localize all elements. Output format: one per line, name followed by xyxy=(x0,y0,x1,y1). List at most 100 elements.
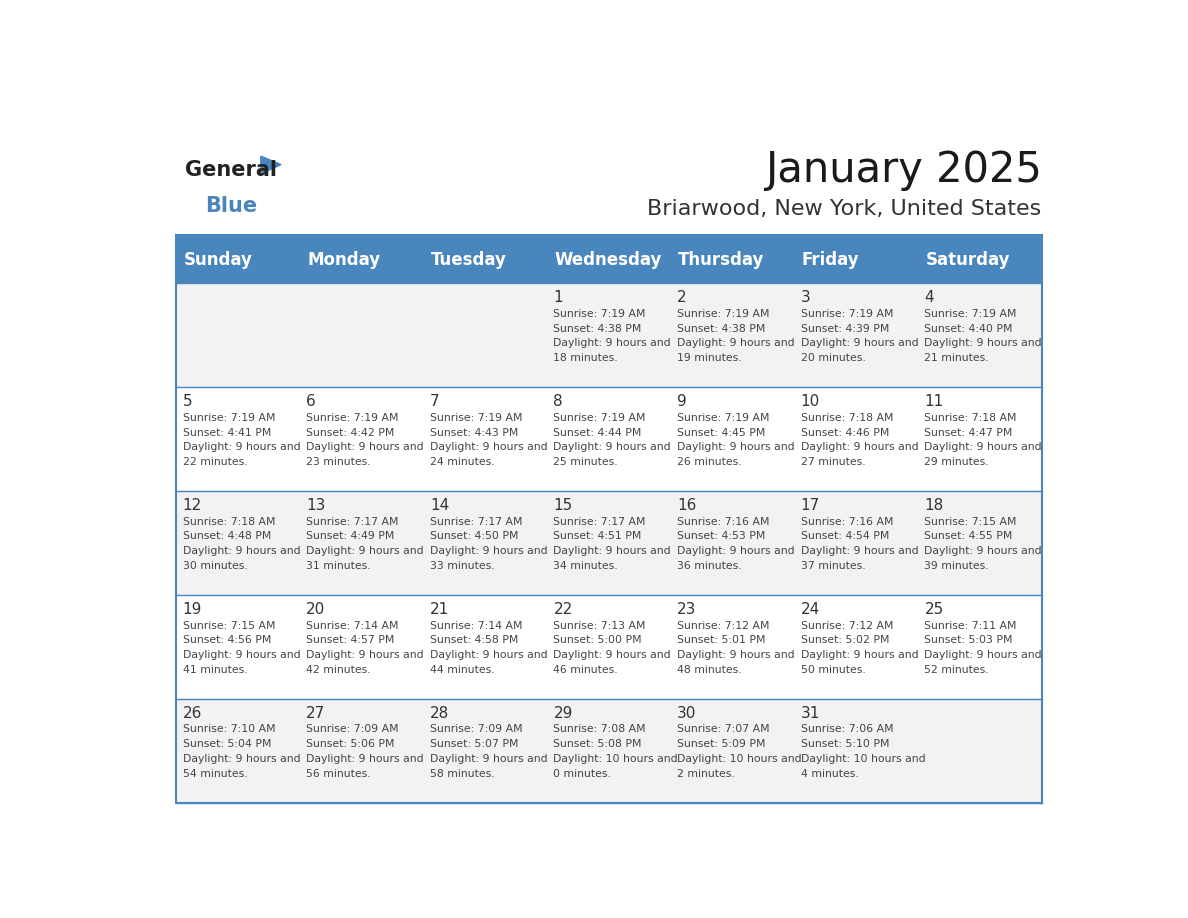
Text: Sunrise: 7:17 AM: Sunrise: 7:17 AM xyxy=(554,517,646,527)
Text: Daylight: 9 hours and: Daylight: 9 hours and xyxy=(430,546,548,556)
Text: Briarwood, New York, United States: Briarwood, New York, United States xyxy=(647,198,1042,218)
Text: 22 minutes.: 22 minutes. xyxy=(183,457,247,467)
Text: Sunday: Sunday xyxy=(183,252,252,269)
Text: Sunset: 5:06 PM: Sunset: 5:06 PM xyxy=(307,739,394,749)
Text: Sunset: 4:39 PM: Sunset: 4:39 PM xyxy=(801,324,889,333)
Text: Daylight: 9 hours and: Daylight: 9 hours and xyxy=(801,546,918,556)
Text: Sunrise: 7:17 AM: Sunrise: 7:17 AM xyxy=(430,517,523,527)
Text: 44 minutes.: 44 minutes. xyxy=(430,665,494,675)
Text: 56 minutes.: 56 minutes. xyxy=(307,769,371,779)
Text: 58 minutes.: 58 minutes. xyxy=(430,769,494,779)
Text: Sunset: 4:54 PM: Sunset: 4:54 PM xyxy=(801,532,889,542)
Bar xyxy=(546,238,671,284)
Text: Daylight: 10 hours and: Daylight: 10 hours and xyxy=(677,754,802,764)
Text: 16: 16 xyxy=(677,498,696,513)
Text: Sunset: 4:48 PM: Sunset: 4:48 PM xyxy=(183,532,271,542)
Text: Saturday: Saturday xyxy=(925,252,1010,269)
Text: Daylight: 9 hours and: Daylight: 9 hours and xyxy=(554,546,671,556)
Text: Daylight: 9 hours and: Daylight: 9 hours and xyxy=(307,546,424,556)
Text: 5: 5 xyxy=(183,395,192,409)
Text: Monday: Monday xyxy=(308,252,380,269)
Text: Sunrise: 7:18 AM: Sunrise: 7:18 AM xyxy=(183,517,276,527)
Text: 33 minutes.: 33 minutes. xyxy=(430,561,494,571)
Text: Daylight: 9 hours and: Daylight: 9 hours and xyxy=(554,650,671,660)
Text: 14: 14 xyxy=(430,498,449,513)
Text: Sunrise: 7:15 AM: Sunrise: 7:15 AM xyxy=(924,517,1017,527)
Text: Sunset: 4:38 PM: Sunset: 4:38 PM xyxy=(677,324,765,333)
Text: Daylight: 9 hours and: Daylight: 9 hours and xyxy=(924,339,1042,349)
Text: Sunrise: 7:10 AM: Sunrise: 7:10 AM xyxy=(183,724,276,734)
Bar xyxy=(918,238,1042,284)
Text: Daylight: 9 hours and: Daylight: 9 hours and xyxy=(801,442,918,453)
Text: Daylight: 9 hours and: Daylight: 9 hours and xyxy=(677,650,795,660)
Text: 36 minutes.: 36 minutes. xyxy=(677,561,741,571)
Text: Sunrise: 7:12 AM: Sunrise: 7:12 AM xyxy=(677,621,770,631)
Text: Daylight: 10 hours and: Daylight: 10 hours and xyxy=(554,754,678,764)
Bar xyxy=(671,238,795,284)
Text: Sunrise: 7:19 AM: Sunrise: 7:19 AM xyxy=(801,308,893,319)
Text: Sunrise: 7:19 AM: Sunrise: 7:19 AM xyxy=(430,413,523,422)
Text: Sunrise: 7:19 AM: Sunrise: 7:19 AM xyxy=(554,413,646,422)
Text: 27 minutes.: 27 minutes. xyxy=(801,457,865,467)
Text: Sunset: 4:40 PM: Sunset: 4:40 PM xyxy=(924,324,1013,333)
Text: 30: 30 xyxy=(677,706,696,721)
Text: 1: 1 xyxy=(554,290,563,306)
Text: Sunrise: 7:16 AM: Sunrise: 7:16 AM xyxy=(677,517,770,527)
Text: Sunset: 5:07 PM: Sunset: 5:07 PM xyxy=(430,739,518,749)
Bar xyxy=(423,238,546,284)
Text: 18 minutes.: 18 minutes. xyxy=(554,353,618,364)
Text: Sunrise: 7:15 AM: Sunrise: 7:15 AM xyxy=(183,621,276,631)
Text: Sunset: 4:50 PM: Sunset: 4:50 PM xyxy=(430,532,518,542)
Text: Sunset: 4:49 PM: Sunset: 4:49 PM xyxy=(307,532,394,542)
Bar xyxy=(176,238,299,284)
Text: Sunrise: 7:19 AM: Sunrise: 7:19 AM xyxy=(183,413,276,422)
Text: 12: 12 xyxy=(183,498,202,513)
Bar xyxy=(176,238,1042,803)
Text: Daylight: 9 hours and: Daylight: 9 hours and xyxy=(554,442,671,453)
Text: 34 minutes.: 34 minutes. xyxy=(554,561,618,571)
Text: Sunrise: 7:19 AM: Sunrise: 7:19 AM xyxy=(677,413,770,422)
Text: Sunrise: 7:17 AM: Sunrise: 7:17 AM xyxy=(307,517,399,527)
Text: Friday: Friday xyxy=(802,252,859,269)
Text: Sunrise: 7:14 AM: Sunrise: 7:14 AM xyxy=(307,621,399,631)
Text: Wednesday: Wednesday xyxy=(555,252,662,269)
Text: Daylight: 9 hours and: Daylight: 9 hours and xyxy=(554,339,671,349)
Text: Tuesday: Tuesday xyxy=(431,252,506,269)
Text: Sunset: 5:01 PM: Sunset: 5:01 PM xyxy=(677,635,765,645)
Text: Daylight: 9 hours and: Daylight: 9 hours and xyxy=(801,339,918,349)
Text: 13: 13 xyxy=(307,498,326,513)
Text: Daylight: 9 hours and: Daylight: 9 hours and xyxy=(677,442,795,453)
Text: Sunrise: 7:12 AM: Sunrise: 7:12 AM xyxy=(801,621,893,631)
Text: 6: 6 xyxy=(307,395,316,409)
Text: 20 minutes.: 20 minutes. xyxy=(801,353,866,364)
Text: 24 minutes.: 24 minutes. xyxy=(430,457,494,467)
Text: Sunset: 4:42 PM: Sunset: 4:42 PM xyxy=(307,428,394,438)
Text: Daylight: 9 hours and: Daylight: 9 hours and xyxy=(307,442,424,453)
Text: 21: 21 xyxy=(430,602,449,617)
Text: 7: 7 xyxy=(430,395,440,409)
Text: Sunset: 4:51 PM: Sunset: 4:51 PM xyxy=(554,532,642,542)
Text: Daylight: 9 hours and: Daylight: 9 hours and xyxy=(924,546,1042,556)
Text: Sunrise: 7:14 AM: Sunrise: 7:14 AM xyxy=(430,621,523,631)
Text: 26: 26 xyxy=(183,706,202,721)
Text: 29 minutes.: 29 minutes. xyxy=(924,457,990,467)
Text: 28: 28 xyxy=(430,706,449,721)
Text: Sunrise: 7:18 AM: Sunrise: 7:18 AM xyxy=(924,413,1017,422)
Text: 20: 20 xyxy=(307,602,326,617)
Text: 29: 29 xyxy=(554,706,573,721)
Text: Blue: Blue xyxy=(206,196,258,216)
Text: Sunset: 5:04 PM: Sunset: 5:04 PM xyxy=(183,739,271,749)
Text: Sunrise: 7:19 AM: Sunrise: 7:19 AM xyxy=(554,308,646,319)
Text: Sunset: 4:57 PM: Sunset: 4:57 PM xyxy=(307,635,394,645)
Text: General: General xyxy=(185,161,277,180)
Text: 18: 18 xyxy=(924,498,943,513)
Text: Daylight: 9 hours and: Daylight: 9 hours and xyxy=(677,546,795,556)
Text: Sunset: 4:56 PM: Sunset: 4:56 PM xyxy=(183,635,271,645)
Text: 25 minutes.: 25 minutes. xyxy=(554,457,618,467)
Text: 48 minutes.: 48 minutes. xyxy=(677,665,741,675)
Text: 19 minutes.: 19 minutes. xyxy=(677,353,741,364)
Bar xyxy=(176,387,1042,491)
Text: 9: 9 xyxy=(677,395,687,409)
Text: Daylight: 9 hours and: Daylight: 9 hours and xyxy=(307,650,424,660)
Text: 30 minutes.: 30 minutes. xyxy=(183,561,247,571)
